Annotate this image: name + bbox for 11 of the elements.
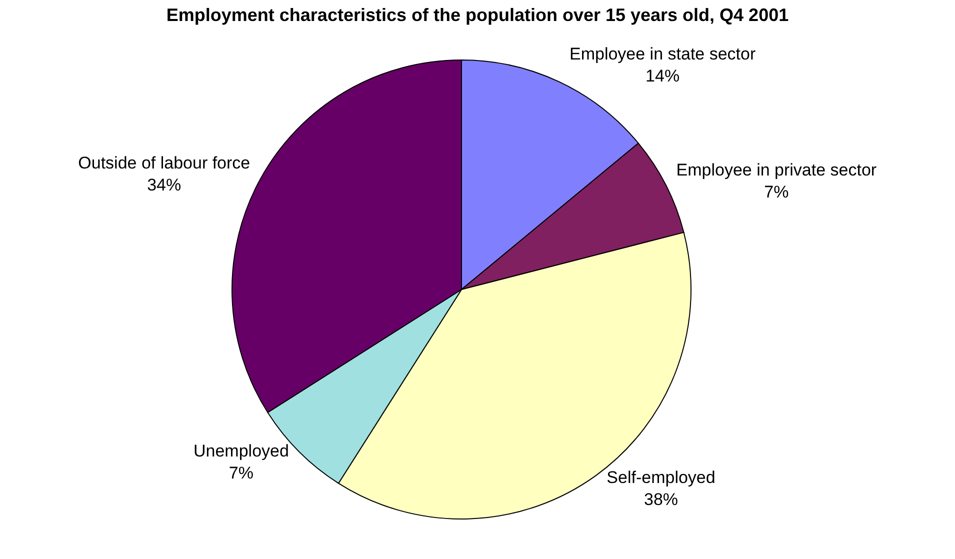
slice-label: Employee in state sector [569,44,756,64]
slice-label: Self-employed [606,468,716,488]
data-label: 7% [228,464,254,483]
slice-label: Unemployed [193,442,289,461]
data-label: 38% [644,490,678,510]
data-label: 14% [646,66,680,86]
data-label: 34% [147,176,182,195]
slice-label: Employee in private sector [676,160,877,180]
slice-label: Outside of labour force [78,154,250,173]
data-label: 7% [764,182,789,202]
chart-title: Employment characteristics of the population over 15 years old, Q4 2001 [166,4,789,25]
